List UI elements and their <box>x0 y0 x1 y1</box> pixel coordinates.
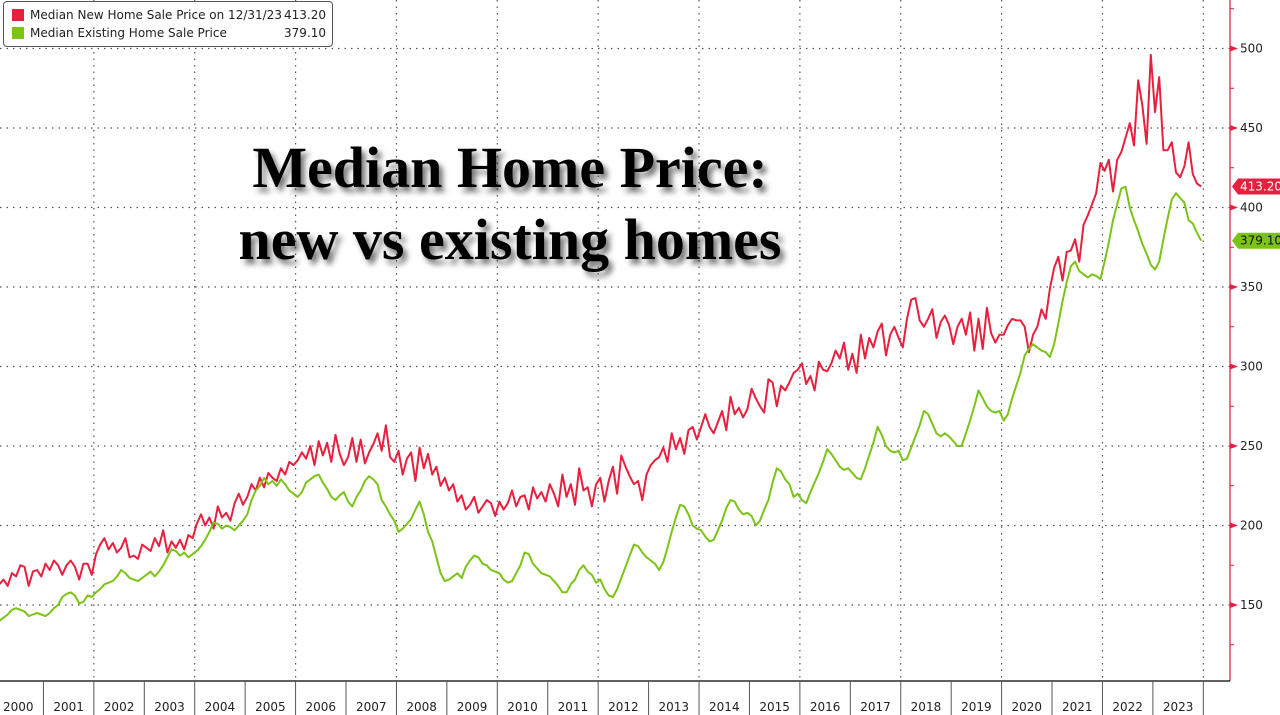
legend: Median New Home Sale Price on 12/31/23 4… <box>3 1 333 47</box>
series-line-existing-home <box>0 185 1203 622</box>
chart-title-line-2: new vs existing homes <box>238 207 782 272</box>
x-tick-label: 2007 <box>356 700 387 714</box>
x-tick-label: 2018 <box>911 700 942 714</box>
legend-swatch-existing-home <box>12 27 24 39</box>
y-tick-marker <box>1230 363 1238 370</box>
y-tick-marker <box>1230 284 1238 290</box>
y-tick-label: 500 <box>1240 42 1263 56</box>
chart-title-line-1: Median Home Price: <box>252 135 768 200</box>
last-value-label-new-home: 413.20 <box>1240 180 1280 194</box>
legend-label-existing-home: Median Existing Home Sale Price <box>30 26 227 40</box>
series-layer <box>0 53 1203 622</box>
x-tick-label: 2013 <box>659 700 690 714</box>
y-tick-marker <box>1230 522 1238 529</box>
x-tick-label: 2019 <box>961 700 992 714</box>
legend-item-existing-home: Median Existing Home Sale Price 379.10 <box>12 24 326 42</box>
x-tick-label: 2023 <box>1163 700 1194 714</box>
y-tick-label: 450 <box>1240 121 1263 135</box>
y-tick-label: 150 <box>1240 598 1263 612</box>
x-tick-label: 2015 <box>759 700 790 714</box>
x-tick-label: 2000 <box>3 700 34 714</box>
chart-title: Median Home Price: new vs existing homes <box>190 132 830 276</box>
x-tick-label: 2008 <box>406 700 437 714</box>
x-tick-label: 2016 <box>810 700 841 714</box>
series-line-new-home <box>0 53 1202 587</box>
x-tick-label: 2001 <box>53 700 84 714</box>
x-tick-label: 2017 <box>860 700 891 714</box>
y-tick-marker <box>1230 602 1238 608</box>
x-tick-label: 2009 <box>457 700 488 714</box>
x-tick-label: 2014 <box>709 700 740 714</box>
x-tick-label: 2006 <box>306 700 337 714</box>
x-tick-label: 2011 <box>558 700 589 714</box>
legend-label-new-home: Median New Home Sale Price on 12/31/23 <box>30 8 282 22</box>
x-tick-label: 2004 <box>205 700 236 714</box>
x-tick-label: 2005 <box>255 700 286 714</box>
y-axis: 150 200 250 300 350 400 450 500 413.20 379.10 <box>1229 0 1280 681</box>
grid <box>0 0 1230 681</box>
x-tick-label: 2012 <box>608 700 639 714</box>
x-tick-label: 2003 <box>154 700 185 714</box>
y-tick-marker <box>1230 204 1238 211</box>
x-tick-label: 2010 <box>507 700 538 714</box>
legend-value-existing-home: 379.10 <box>284 26 326 40</box>
legend-item-new-home: Median New Home Sale Price on 12/31/23 4… <box>12 6 326 24</box>
last-value-label-existing-home: 379.10 <box>1240 234 1280 248</box>
y-tick-marker <box>1230 45 1238 52</box>
x-tick-label: 2022 <box>1112 700 1143 714</box>
y-tick-label: 350 <box>1240 280 1263 294</box>
legend-swatch-new-home <box>12 9 24 21</box>
y-tick-label: 200 <box>1240 519 1263 533</box>
x-tick-label: 2002 <box>104 700 135 714</box>
x-tick-label: 2021 <box>1062 700 1093 714</box>
y-tick-marker <box>1230 443 1238 449</box>
y-tick-label: 300 <box>1240 360 1263 374</box>
y-tick-label: 250 <box>1240 439 1263 453</box>
x-axis: 2000 2001 2002 2003 2004 2005 2006 2007 2008 2009… <box>0 680 1230 715</box>
last-value-badge-existing-home <box>1232 232 1280 249</box>
legend-value-new-home: 413.20 <box>284 8 326 22</box>
last-value-badge-new-home <box>1232 178 1280 195</box>
y-tick-label: 400 <box>1240 201 1263 215</box>
x-tick-label: 2020 <box>1012 700 1043 714</box>
y-tick-marker <box>1230 125 1238 131</box>
